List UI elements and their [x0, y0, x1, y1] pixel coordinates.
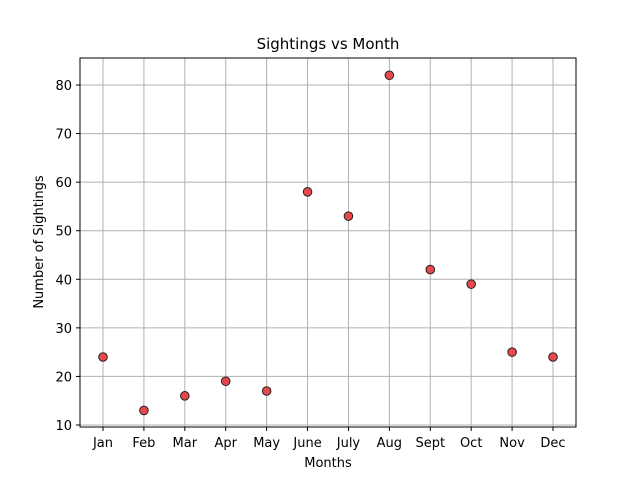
y-tick-label: 20 [55, 370, 72, 385]
x-tick-label: Apr [214, 436, 237, 451]
y-tick-label: 60 [55, 176, 72, 191]
data-point [507, 347, 517, 357]
x-axis-ticks: Jan Feb Mar Apr May June July Aug Sept Oct Nov Dec [92, 427, 566, 451]
x-tick-label: Nov [499, 436, 525, 451]
y-tick-label: 50 [55, 225, 72, 240]
x-tick-label: Jan [92, 436, 113, 451]
data-point [302, 187, 313, 197]
data-points [98, 70, 558, 416]
y-tick-label: 80 [55, 79, 72, 94]
x-tick-label: May [253, 436, 280, 451]
data-point [220, 376, 231, 387]
x-tick-label: Dec [540, 436, 565, 451]
x-tick-label: Mar [173, 436, 198, 451]
y-tick-label: 40 [55, 273, 72, 288]
x-tick-label: Sept [415, 436, 445, 451]
x-tick-label: Aug [377, 436, 402, 451]
y-axis-label: Number of Sightings [32, 175, 47, 309]
grid-lines [80, 58, 576, 427]
chart-title: Sightings vs Month [257, 35, 400, 53]
y-axis-ticks: 10 20 30 40 50 60 70 80 [55, 79, 80, 434]
data-point [425, 264, 436, 275]
x-tick-label: June [292, 436, 321, 451]
plot-frame [79, 57, 577, 428]
y-tick-label: 70 [55, 128, 72, 143]
y-tick-label: 30 [55, 322, 72, 337]
data-point [384, 70, 395, 81]
x-tick-label: Oct [460, 436, 482, 451]
data-point [343, 211, 354, 221]
data-point [466, 279, 476, 289]
y-tick-label: 10 [55, 419, 72, 434]
data-point [180, 391, 190, 401]
x-tick-label: Feb [132, 436, 155, 451]
x-axis-label: Months [304, 456, 352, 471]
data-point [548, 352, 558, 362]
data-point [261, 386, 272, 396]
x-tick-label: July [336, 436, 361, 451]
data-point [139, 405, 149, 416]
data-point [98, 352, 108, 362]
